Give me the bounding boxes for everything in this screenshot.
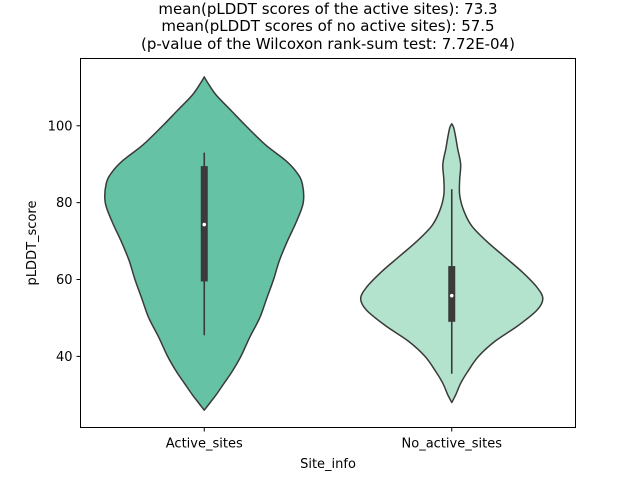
y-tick-label: 100 bbox=[48, 119, 73, 134]
violins-layer bbox=[104, 76, 544, 411]
y-tick-label: 40 bbox=[56, 350, 73, 365]
title-line-2: mean(pLDDT scores of no active sites): 5… bbox=[161, 17, 494, 35]
title-line-1: mean(pLDDT scores of the active sites): … bbox=[158, 0, 497, 18]
plot-area-frame bbox=[80, 58, 576, 428]
y-axis-label: pLDDT_score bbox=[25, 201, 40, 286]
x-axis-label: Site_info bbox=[300, 457, 356, 472]
title-line-3: (p-value of the Wilcoxon rank-sum test: … bbox=[141, 35, 515, 53]
y-tick-label: 60 bbox=[56, 273, 73, 288]
x-tick-label: No_active_sites bbox=[402, 437, 503, 452]
x-axis-ticks: Active_sites No_active_sites bbox=[166, 427, 503, 452]
median-marker bbox=[202, 222, 207, 227]
chart-title: mean(pLDDT scores of the active sites): … bbox=[141, 0, 515, 53]
median-marker bbox=[449, 293, 454, 298]
x-tick-label: Active_sites bbox=[166, 437, 243, 452]
y-tick-label: 80 bbox=[56, 196, 73, 211]
y-axis-ticks: 40 60 80 100 bbox=[48, 119, 81, 365]
